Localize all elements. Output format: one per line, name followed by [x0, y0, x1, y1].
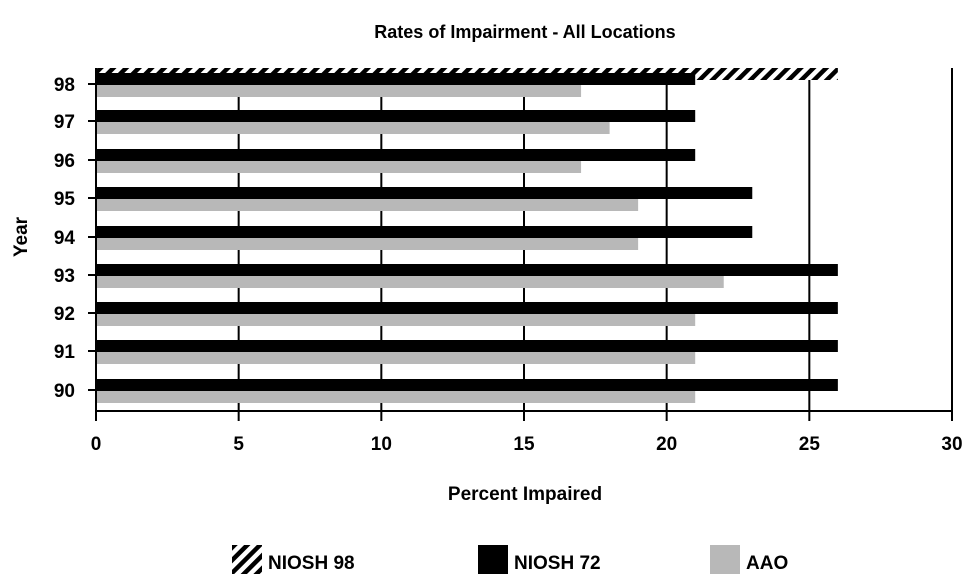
- legend: NIOSH 98 NIOSH 72 AAO: [232, 545, 788, 574]
- y-axis-label: Year: [11, 216, 32, 257]
- bar-niosh72-90: [96, 379, 838, 391]
- y-tick-label-90: 90: [54, 381, 75, 402]
- bar-niosh72-97: [96, 110, 696, 122]
- y-tick-label-97: 97: [54, 112, 75, 133]
- bar-aao-94: [96, 238, 639, 250]
- x-tick-label-15: 15: [513, 434, 535, 455]
- y-tick-label-98: 98: [54, 75, 75, 96]
- x-axis-label: Percent Impaired: [448, 484, 602, 505]
- x-tick-labels: 0 5 10 15 20 25 30: [91, 434, 963, 455]
- bars: [96, 68, 838, 403]
- x-tick-label-25: 25: [799, 434, 821, 455]
- bar-niosh72-95: [96, 187, 753, 199]
- x-tick-label-20: 20: [656, 434, 677, 455]
- x-tick-label-10: 10: [371, 434, 392, 455]
- bar-aao-92: [96, 314, 696, 326]
- legend-swatch-1: [478, 545, 508, 574]
- bar-aao-90: [96, 391, 696, 403]
- legend-label-0: NIOSH 98: [268, 553, 355, 574]
- legend-item-0: NIOSH 98: [232, 545, 355, 574]
- x-tick-label-30: 30: [941, 434, 962, 455]
- bar-niosh72-92: [96, 302, 838, 314]
- bar-niosh72-93: [96, 264, 838, 276]
- y-tick-label-95: 95: [54, 189, 76, 210]
- y-tick-label-92: 92: [54, 304, 75, 325]
- y-tick-label-96: 96: [54, 151, 75, 172]
- legend-swatch-2: [710, 545, 740, 574]
- bar-aao-96: [96, 161, 582, 173]
- y-tick-labels: 90 91 92 93 94 95 96 97 98: [54, 75, 76, 402]
- axes: [88, 68, 953, 421]
- x-tick-label-5: 5: [233, 434, 244, 455]
- y-tick-label-91: 91: [54, 342, 76, 363]
- bar-niosh72-98: [96, 73, 696, 85]
- y-tick-label-94: 94: [54, 228, 76, 249]
- bar-aao-95: [96, 199, 639, 211]
- legend-item-2: AAO: [710, 545, 788, 574]
- legend-item-1: NIOSH 72: [478, 545, 601, 574]
- y-tick-label-93: 93: [54, 266, 75, 287]
- x-tick-label-0: 0: [91, 434, 102, 455]
- legend-label-2: AAO: [746, 553, 788, 574]
- legend-swatch-0: [232, 545, 262, 574]
- bar-aao-98: [96, 85, 582, 97]
- bar-niosh72-91: [96, 340, 838, 352]
- legend-label-1: NIOSH 72: [514, 553, 601, 574]
- bar-aao-97: [96, 122, 610, 134]
- bar-niosh72-94: [96, 226, 753, 238]
- bar-niosh72-96: [96, 149, 696, 161]
- chart-title: Rates of Impairment - All Locations: [374, 22, 675, 42]
- bar-aao-91: [96, 352, 696, 364]
- bar-aao-93: [96, 276, 724, 288]
